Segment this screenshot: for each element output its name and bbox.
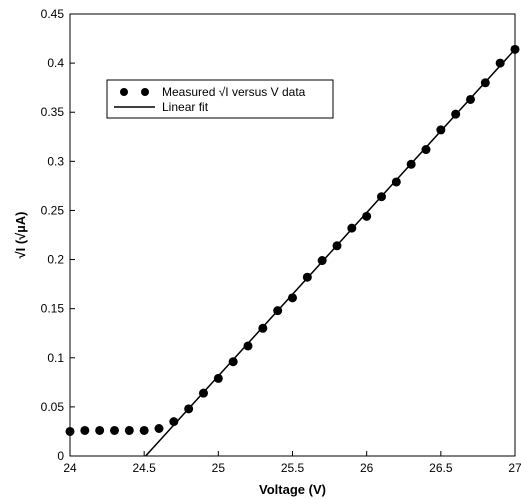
x-tick-label: 26.5 — [429, 461, 453, 475]
legend-label-measured: Measured √I versus V data — [162, 85, 306, 99]
y-tick-label: 0.05 — [41, 400, 65, 414]
x-tick-label: 24 — [63, 461, 77, 475]
data-point — [421, 145, 431, 155]
data-point — [169, 417, 179, 427]
legend-marker-dot — [141, 88, 149, 96]
y-tick-label: 0 — [57, 449, 64, 463]
y-tick-label: 0.3 — [47, 154, 64, 168]
y-tick-label: 0.1 — [47, 351, 64, 365]
data-point — [228, 357, 238, 367]
y-tick-label: 0.2 — [47, 253, 64, 267]
data-point — [80, 425, 90, 435]
data-point — [65, 426, 75, 436]
legend-marker-dot — [120, 88, 128, 96]
x-tick-label: 26 — [360, 461, 374, 475]
data-point — [110, 425, 119, 435]
plot-series — [65, 44, 520, 457]
data-point — [154, 423, 164, 433]
data-point — [495, 58, 505, 68]
axis-ticks: 24 24.5 25 25.5 26 26.5 27 0 0.05 0.1 0.15 0.2 0.25 0… — [41, 7, 521, 475]
y-tick-label: 0.25 — [41, 203, 65, 217]
linear-fit-line — [145, 48, 516, 457]
x-axis-title: Voltage (V) — [259, 482, 326, 497]
y-tick-label: 0.45 — [41, 7, 65, 21]
y-tick-label: 0.35 — [41, 105, 65, 119]
legend-box — [106, 79, 334, 119]
data-point — [95, 425, 105, 435]
x-tick-label: 24.5 — [132, 461, 156, 475]
x-tick-label: 25 — [212, 461, 226, 475]
y-tick-label: 0.15 — [41, 302, 65, 316]
data-point — [139, 425, 149, 435]
x-tick-label: 27 — [508, 461, 521, 475]
data-point — [124, 425, 134, 435]
data-point — [213, 373, 223, 383]
legend: Measured √I versus V data Linear fit — [106, 79, 334, 119]
data-point — [243, 341, 253, 351]
y-tick-label: 0.4 — [47, 56, 64, 70]
x-tick-label: 25.5 — [281, 461, 305, 475]
y-axis-title: √I (√µA) — [13, 211, 28, 258]
data-point — [391, 177, 401, 187]
legend-label-fit: Linear fit — [162, 100, 209, 114]
data-point — [288, 293, 297, 303]
